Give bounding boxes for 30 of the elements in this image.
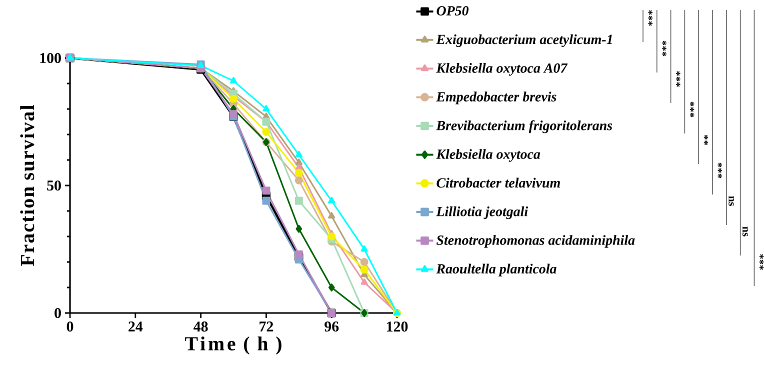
text: ***: [676, 71, 680, 87]
y-tick-label: 0: [54, 308, 61, 318]
text: **: [704, 134, 708, 146]
legend-label: Lilliotia jeotgali: [436, 206, 528, 220]
y-axis-title: Fraction survival: [20, 105, 34, 266]
x-tick-label: 72: [260, 322, 274, 332]
x-tick-label: 120: [387, 322, 408, 332]
text: ***: [662, 40, 666, 56]
y-tick-label: 50: [47, 180, 61, 191]
legend-label: Klebsiella oxytoca A07: [436, 62, 568, 76]
legend-label: Klebsiella oxytoca: [436, 149, 540, 162]
text: ***: [648, 10, 652, 26]
legend-label: Raoultella planticola: [436, 264, 556, 276]
text: ***: [718, 162, 722, 178]
x-axis-title: Time ( h ): [185, 336, 282, 355]
text: ***: [690, 102, 694, 118]
x-tick-label: 24: [128, 322, 143, 332]
x-tick-label: 96: [324, 322, 339, 332]
y-tick-label: 100: [40, 52, 61, 64]
legend-label: Exiguobacterium acetylicum-1: [436, 34, 612, 48]
x-tick-label: 48: [194, 322, 208, 332]
legend-label: Empedobacter brevis: [436, 92, 556, 104]
legend-label: OP50: [436, 6, 469, 16]
legend-label: Citrobacter telavivum: [436, 178, 560, 188]
text: ***: [760, 254, 764, 270]
legend-label: Stenotrophomonas acidaminiphila: [436, 235, 635, 248]
legend-label: Brevibacterium frigoritolerans: [436, 120, 612, 134]
x-tick-label: 0: [66, 322, 74, 332]
text: ns: [742, 226, 748, 236]
text: ns: [728, 196, 734, 206]
